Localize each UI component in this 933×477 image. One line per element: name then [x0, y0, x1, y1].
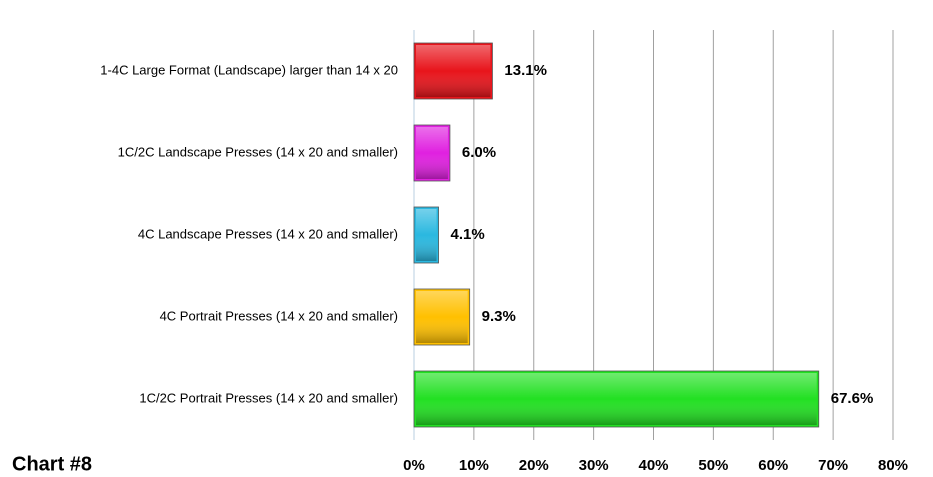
value-label: 9.3%: [482, 308, 516, 325]
bar-shine: [416, 45, 491, 97]
x-tick-label: 20%: [519, 457, 549, 474]
y-tick-label: 4C Portrait Presses (14 x 20 and smaller…: [160, 308, 398, 323]
value-label: 4.1%: [451, 226, 485, 243]
value-label: 67.6%: [831, 390, 874, 407]
value-label: 6.0%: [462, 144, 496, 161]
bar-shine: [416, 373, 817, 425]
value-label: 13.1%: [504, 62, 547, 79]
bar-shine: [416, 127, 448, 179]
y-tick-label: 1-4C Large Format (Landscape) larger tha…: [100, 62, 398, 77]
x-tick-label: 10%: [459, 457, 489, 474]
bar-shine: [416, 291, 468, 343]
x-tick-label: 30%: [579, 457, 609, 474]
x-tick-label: 40%: [638, 457, 668, 474]
bar-shine: [416, 209, 437, 261]
y-tick-label: 4C Landscape Presses (14 x 20 and smalle…: [138, 226, 398, 241]
x-tick-label: 0%: [403, 457, 425, 474]
x-tick-label: 80%: [878, 457, 908, 474]
x-tick-label: 60%: [758, 457, 788, 474]
y-tick-label: 1C/2C Landscape Presses (14 x 20 and sma…: [118, 144, 398, 159]
x-tick-label: 70%: [818, 457, 848, 474]
chart-note: Chart #8: [12, 453, 92, 475]
x-tick-label: 50%: [698, 457, 728, 474]
y-tick-label: 1C/2C Portrait Presses (14 x 20 and smal…: [139, 390, 398, 405]
